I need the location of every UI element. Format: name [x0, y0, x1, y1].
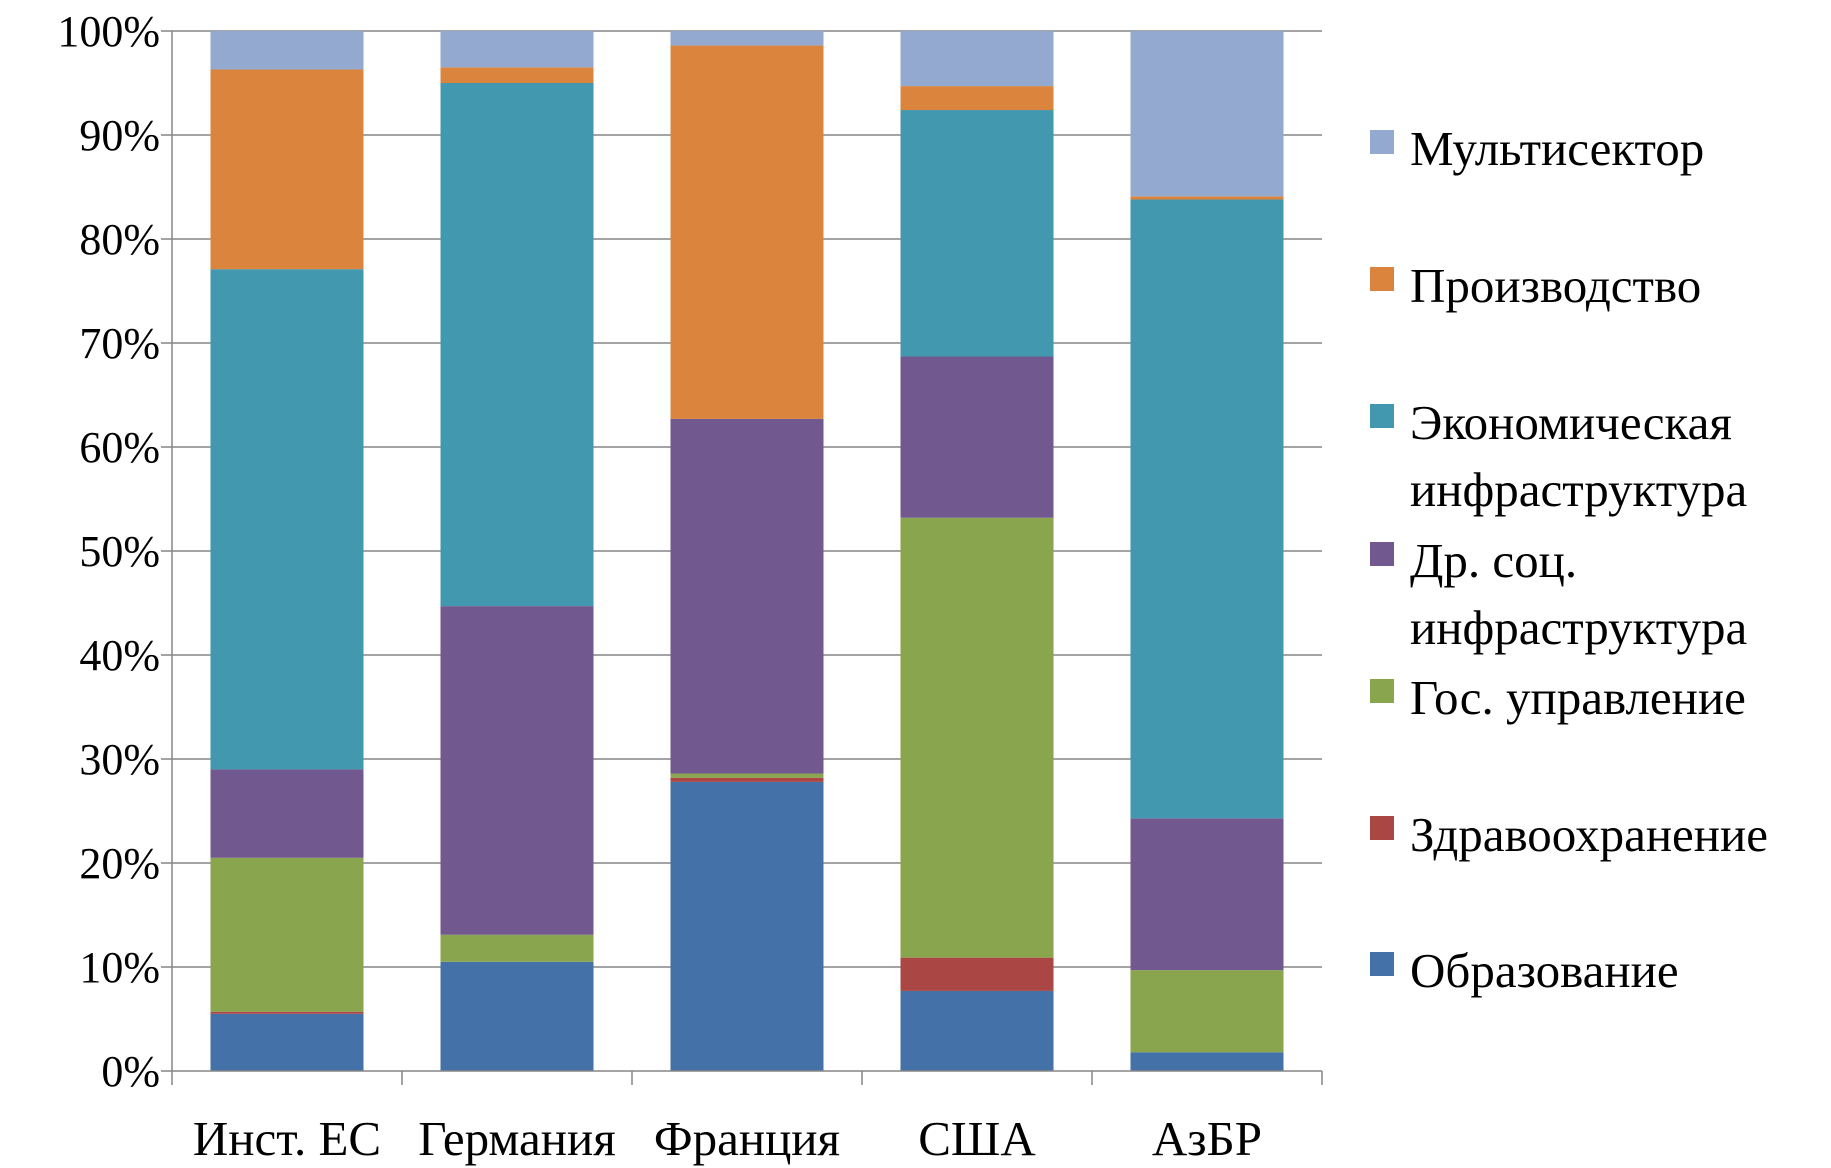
- bar-segment: [440, 961, 594, 1071]
- bars: [210, 31, 1284, 1071]
- y-tick-label: 70%: [79, 319, 160, 368]
- legend-label: Образование: [1410, 943, 1679, 998]
- legend-label: Мультисектор: [1410, 121, 1704, 176]
- bar-segment: [210, 69, 364, 270]
- bar-segment: [210, 269, 364, 770]
- bar-segment: [900, 110, 1054, 357]
- legend-label: Гос. управление: [1410, 670, 1746, 725]
- x-tick-label: Германия: [418, 1111, 616, 1166]
- bar-segment: [670, 418, 824, 774]
- bar-segment: [900, 517, 1054, 958]
- legend-label: Здравоохранение: [1410, 807, 1768, 862]
- legend-label: инфраструктура: [1410, 600, 1747, 655]
- y-tick-label: 10%: [79, 943, 160, 992]
- y-tick-label: 100%: [57, 7, 160, 56]
- y-axis-tick-labels: 0% 10% 20% 30% 40% 50% 60% 70% 80% 90% 100%: [57, 7, 160, 1096]
- legend-label: Производство: [1410, 258, 1701, 313]
- bar-segment: [440, 31, 594, 68]
- y-tick-label: 50%: [79, 527, 160, 576]
- legend-label: Экономическая: [1410, 395, 1732, 450]
- bar-segment: [1130, 199, 1284, 819]
- bar-segment: [900, 86, 1054, 111]
- axes: [161, 30, 1323, 1085]
- bar-segment: [440, 83, 594, 607]
- x-tick-label: США: [918, 1111, 1036, 1166]
- bar-segment: [1130, 970, 1284, 1053]
- bar-segment: [670, 45, 824, 419]
- legend-label: инфраструктура: [1410, 462, 1747, 517]
- bar-segment: [670, 781, 824, 1071]
- y-tick-label: 90%: [79, 111, 160, 160]
- legend-swatch: [1370, 130, 1394, 154]
- x-tick-label: Франция: [654, 1111, 840, 1166]
- bar-segment: [1130, 196, 1284, 200]
- legend-swatch: [1370, 679, 1394, 703]
- y-tick-label: 30%: [79, 735, 160, 784]
- bar-segment: [440, 934, 594, 962]
- bar-segment: [670, 773, 824, 778]
- legend-swatch: [1370, 816, 1394, 840]
- legend-label: Др. соц.: [1410, 533, 1577, 588]
- y-tick-label: 80%: [79, 215, 160, 264]
- legend-swatch: [1370, 267, 1394, 291]
- legend-swatch: [1370, 952, 1394, 976]
- y-tick-label: 60%: [79, 423, 160, 472]
- legend-swatch: [1370, 542, 1394, 566]
- legend-swatch: [1370, 404, 1394, 428]
- bar-segment: [210, 769, 364, 858]
- bar-segment: [440, 67, 594, 83]
- x-tick-label: Инст. ЕС: [193, 1111, 381, 1166]
- legend: Мультисектор Производство Экономическая инф…: [1370, 121, 1768, 998]
- y-tick-label: 0%: [101, 1047, 160, 1096]
- bar-segment: [900, 31, 1054, 87]
- bar-segment: [670, 777, 824, 782]
- y-tick-label: 40%: [79, 631, 160, 680]
- bar-segment: [210, 1013, 364, 1071]
- bar-segment: [210, 1011, 364, 1014]
- bar-segment: [1130, 1052, 1284, 1071]
- bar-segment: [210, 31, 364, 70]
- x-axis-tick-labels: Инст. ЕС Германия Франция США АзБР: [193, 1111, 1262, 1166]
- bar-segment: [1130, 818, 1284, 971]
- bar-segment: [670, 31, 824, 46]
- bar-segment: [1130, 31, 1284, 197]
- x-tick-label: АзБР: [1152, 1111, 1262, 1166]
- bar-segment: [900, 356, 1054, 518]
- y-tick-label: 20%: [79, 839, 160, 888]
- bar-segment: [900, 990, 1054, 1071]
- bar-segment: [210, 857, 364, 1012]
- bar-segment: [900, 957, 1054, 991]
- bar-segment: [440, 606, 594, 935]
